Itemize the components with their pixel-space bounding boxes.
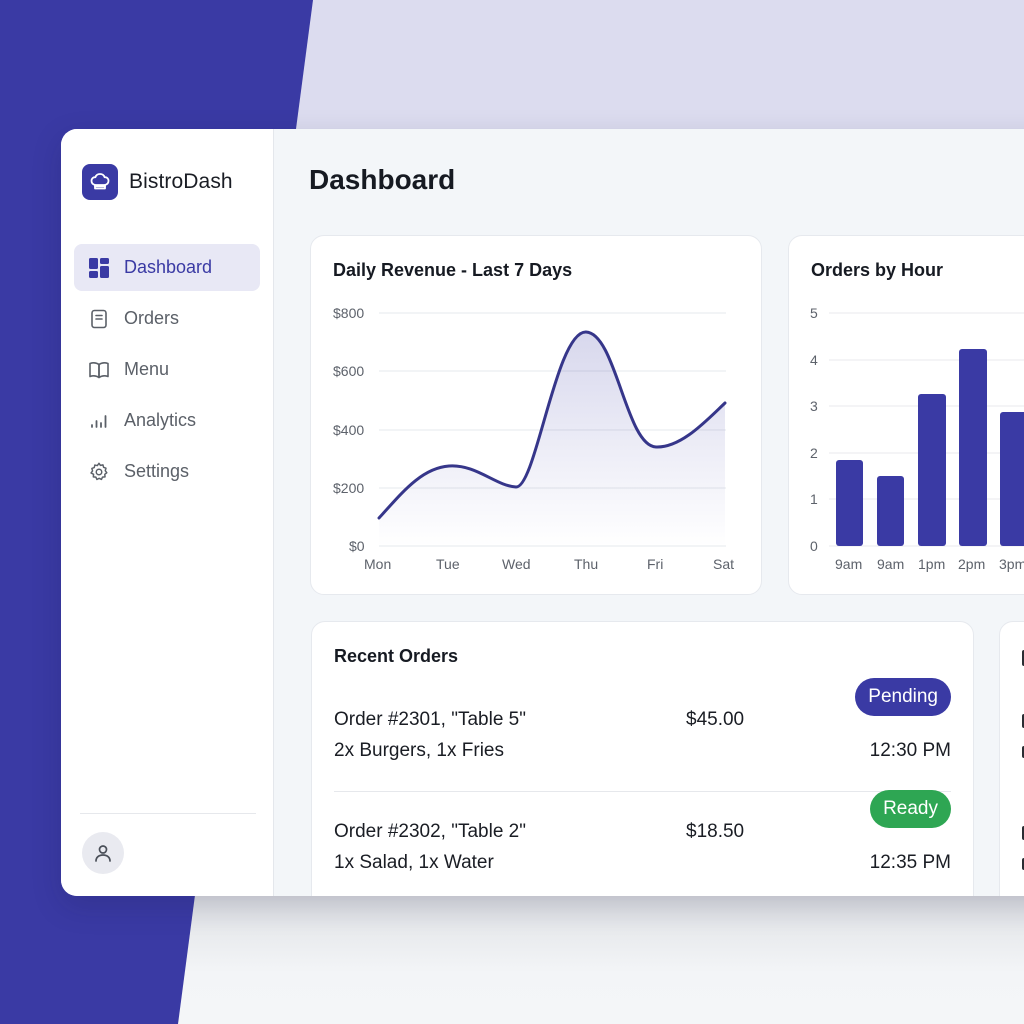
chef-hat-icon bbox=[82, 164, 118, 200]
orders-bar-chart bbox=[829, 312, 1024, 547]
y-tick: $800 bbox=[333, 305, 365, 321]
app-window: BistroDash Dashboard Orders Menu bbox=[61, 129, 1024, 896]
sidebar-divider bbox=[80, 813, 256, 814]
clipped-text bbox=[1022, 714, 1024, 728]
y-tick: $600 bbox=[333, 363, 365, 379]
y-tick: 2 bbox=[810, 445, 818, 461]
y-tick: $400 bbox=[333, 422, 365, 438]
sidebar-item-orders[interactable]: Orders bbox=[74, 295, 260, 342]
status-badge-ready: Ready bbox=[870, 790, 951, 828]
y-tick: $0 bbox=[349, 538, 365, 554]
revenue-chart-title: Daily Revenue - Last 7 Days bbox=[333, 260, 573, 280]
clipped-text bbox=[1022, 858, 1024, 870]
order-time: 12:35 PM bbox=[869, 852, 951, 873]
y-tick: 1 bbox=[810, 491, 818, 507]
sidebar-item-label: Dashboard bbox=[124, 257, 213, 277]
page-title: Dashboard bbox=[309, 164, 456, 195]
order-row[interactable]: Order #2301, "Table 5" 2x Burgers, 1x Fr… bbox=[334, 678, 951, 799]
order-title: Order #2301, "Table 5" bbox=[334, 709, 526, 730]
sidebar-item-settings[interactable]: Settings bbox=[74, 448, 260, 495]
orders-by-hour-card: Orders by Hour 5 4 3 2 1 0 9am bbox=[788, 235, 1024, 595]
book-icon bbox=[88, 359, 110, 381]
status-badge-pending: Pending bbox=[855, 678, 951, 716]
y-tick: 5 bbox=[810, 305, 818, 321]
sidebar-item-label: Orders bbox=[124, 308, 180, 328]
order-price: $18.50 bbox=[686, 821, 745, 842]
user-icon bbox=[95, 845, 111, 862]
sidebar-item-label: Analytics bbox=[124, 410, 197, 430]
y-tick: 4 bbox=[810, 352, 818, 368]
clipboard-icon bbox=[88, 308, 110, 330]
x-tick: Fri bbox=[647, 556, 664, 572]
x-tick: Wed bbox=[502, 556, 531, 572]
order-items: 2x Burgers, 1x Fries bbox=[334, 740, 504, 761]
y-tick: 3 bbox=[810, 398, 818, 414]
brand[interactable]: BistroDash bbox=[82, 164, 233, 200]
bar-chart-icon bbox=[88, 410, 110, 432]
y-tick: 0 bbox=[810, 538, 818, 554]
x-tick: Thu bbox=[574, 556, 599, 572]
order-row[interactable]: Order #2302, "Table 2" 1x Salad, 1x Wate… bbox=[334, 790, 951, 896]
x-tick: 9am bbox=[835, 556, 863, 572]
grid-icon bbox=[88, 257, 110, 279]
x-tick: Sat bbox=[713, 556, 735, 572]
revenue-line-chart bbox=[377, 312, 727, 547]
recent-orders-title: Recent Orders bbox=[334, 646, 459, 666]
order-price: $45.00 bbox=[686, 709, 745, 730]
recent-orders-card: Recent Orders Order #2301, "Table 5" 2x … bbox=[311, 621, 974, 896]
gear-icon bbox=[88, 461, 110, 483]
sidebar-nav: Dashboard Orders Menu Analytics bbox=[74, 244, 260, 499]
x-tick: 3pm bbox=[999, 556, 1024, 572]
sidebar-item-label: Settings bbox=[124, 461, 190, 481]
sidebar-item-label: Menu bbox=[124, 359, 170, 379]
revenue-chart-card: Daily Revenue - Last 7 Days $800 $600 $4… bbox=[310, 235, 762, 595]
partial-card bbox=[999, 621, 1024, 896]
row-divider bbox=[334, 791, 951, 792]
brand-name: BistroDash bbox=[129, 170, 233, 193]
clipped-text bbox=[1022, 826, 1024, 840]
orders-by-hour-title: Orders by Hour bbox=[811, 260, 944, 280]
clipped-text bbox=[1022, 650, 1024, 666]
clipped-text bbox=[1022, 746, 1024, 758]
order-title: Order #2302, "Table 2" bbox=[334, 821, 526, 842]
sidebar: BistroDash Dashboard Orders Menu bbox=[61, 129, 274, 896]
x-tick: Tue bbox=[436, 556, 460, 572]
avatar[interactable] bbox=[82, 832, 124, 874]
sidebar-item-analytics[interactable]: Analytics bbox=[74, 397, 260, 444]
order-items: 1x Salad, 1x Water bbox=[334, 852, 494, 873]
x-tick: 1pm bbox=[918, 556, 946, 572]
x-tick: 9am bbox=[877, 556, 905, 572]
sidebar-item-menu[interactable]: Menu bbox=[74, 346, 260, 393]
x-tick: 2pm bbox=[958, 556, 986, 572]
x-tick: Mon bbox=[364, 556, 392, 572]
y-tick: $200 bbox=[333, 480, 365, 496]
order-time: 12:30 PM bbox=[869, 740, 951, 761]
sidebar-item-dashboard[interactable]: Dashboard bbox=[74, 244, 260, 291]
